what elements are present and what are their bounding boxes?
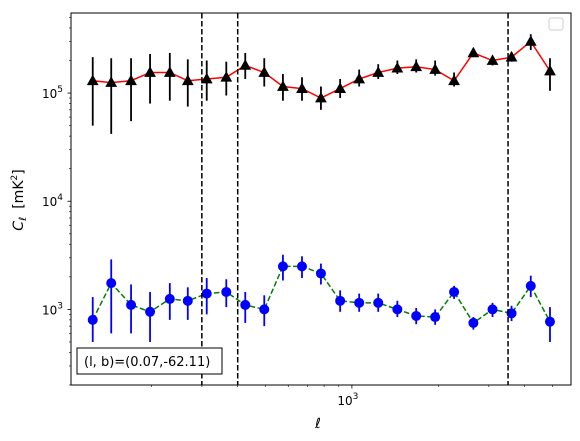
series-1 xyxy=(86,34,556,134)
data-point xyxy=(164,293,175,304)
data-point xyxy=(335,295,346,306)
data-point xyxy=(106,278,117,289)
annotation-box: (l, b)=(0.07,-62.11) xyxy=(76,347,223,375)
data-point xyxy=(467,46,480,58)
data-point xyxy=(126,299,137,310)
data-point xyxy=(240,299,251,310)
data-point xyxy=(373,297,384,308)
data-point xyxy=(163,66,176,77)
data-point xyxy=(525,280,536,291)
data-point xyxy=(410,60,423,72)
data-point xyxy=(315,91,327,103)
vline-layer xyxy=(201,13,509,385)
data-point xyxy=(125,74,137,86)
data-point xyxy=(391,61,404,73)
y-tick-label: 105 xyxy=(42,85,63,101)
data-point xyxy=(544,64,556,76)
data-point xyxy=(505,50,518,62)
data-point xyxy=(372,66,385,77)
data-point xyxy=(353,72,366,84)
x-axis-label: ℓ xyxy=(314,416,321,432)
data-point xyxy=(182,295,193,306)
data-point xyxy=(239,59,252,70)
data-point xyxy=(87,314,98,325)
y-axis-label: Cℓ[mK2] xyxy=(10,169,29,230)
data-point xyxy=(506,308,517,319)
data-point xyxy=(86,74,99,86)
data-point xyxy=(315,268,326,279)
data-point xyxy=(486,54,499,65)
data-point xyxy=(220,71,233,82)
data-point xyxy=(354,297,365,308)
data-point xyxy=(468,317,479,328)
data-point xyxy=(430,312,441,323)
data-point xyxy=(259,304,270,315)
data-point xyxy=(258,66,271,77)
plot-frame xyxy=(70,12,572,386)
annotation-text: (l, b)=(0.07,-62.11) xyxy=(84,355,210,370)
data-point xyxy=(105,76,118,87)
y-tick-label: 103 xyxy=(42,301,63,317)
data-point xyxy=(411,310,422,321)
data-point xyxy=(296,82,308,93)
data-point xyxy=(544,316,555,327)
data-point xyxy=(145,306,156,317)
data-point xyxy=(449,286,460,297)
data-point xyxy=(334,82,347,93)
data-point xyxy=(201,288,212,299)
data-point xyxy=(277,80,289,91)
data-point xyxy=(200,72,213,84)
data-point xyxy=(487,304,498,315)
series-2 xyxy=(87,254,555,342)
data-point xyxy=(296,261,307,272)
data-point xyxy=(429,63,442,74)
data-point xyxy=(181,74,194,86)
x-tick-label: 103 xyxy=(337,392,358,408)
data-point xyxy=(392,304,403,315)
tick-layer: 103 103 104 105 xyxy=(42,17,553,408)
y-tick-label: 104 xyxy=(42,193,63,209)
data-point xyxy=(448,74,460,86)
data-layer xyxy=(86,34,556,342)
data-point xyxy=(524,35,537,46)
data-point xyxy=(277,261,288,272)
data-point xyxy=(221,286,232,297)
legend-box[interactable] xyxy=(548,17,564,31)
data-point xyxy=(144,66,156,77)
